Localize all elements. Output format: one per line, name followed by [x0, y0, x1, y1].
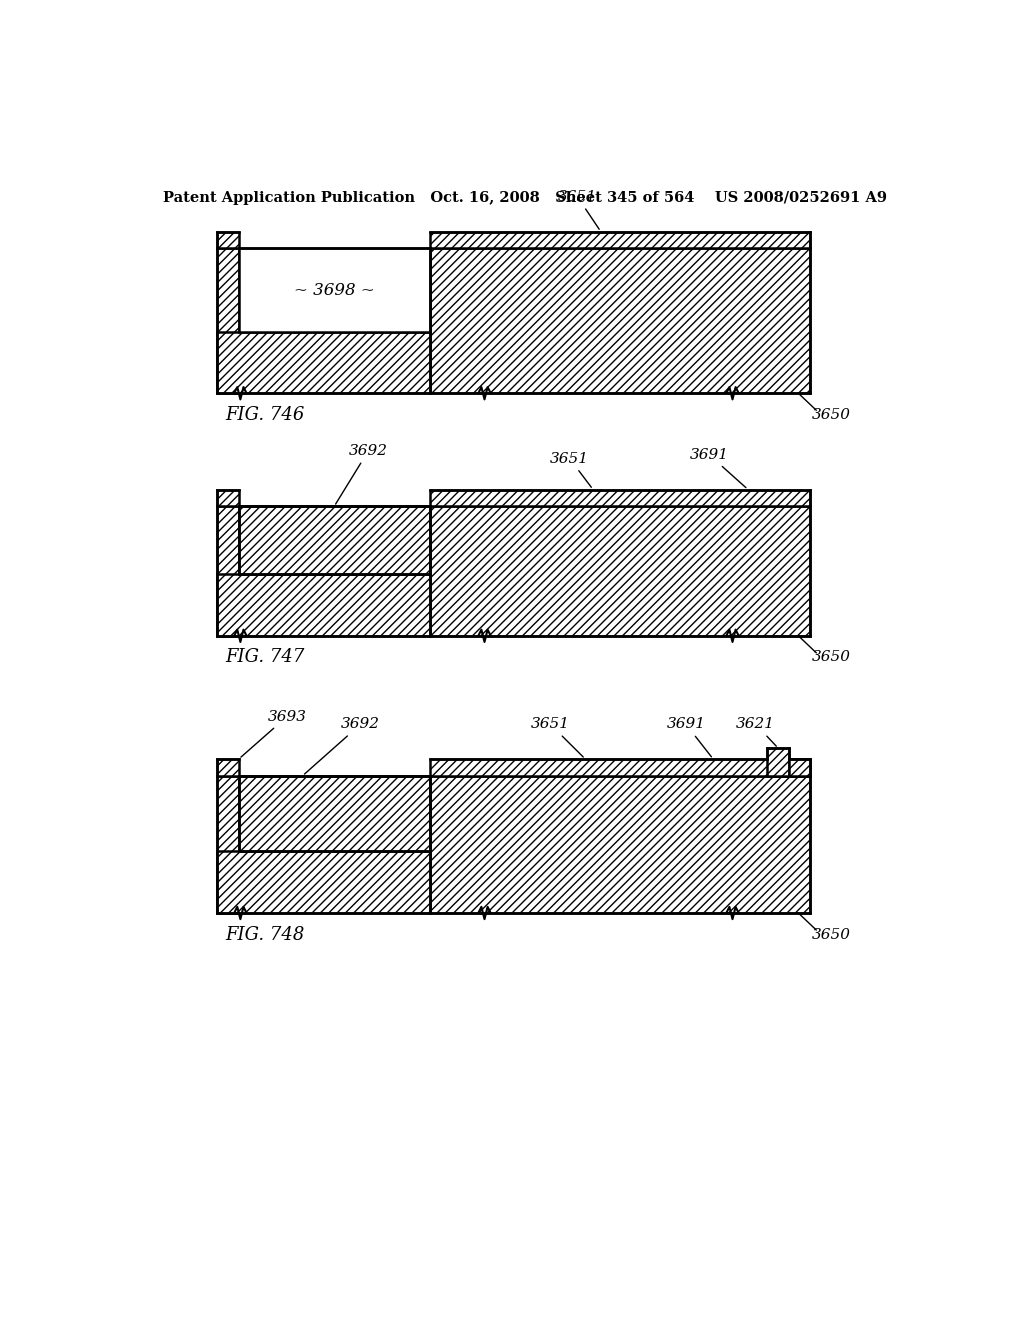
- Bar: [217, 231, 239, 248]
- Text: 3691: 3691: [667, 717, 712, 756]
- Text: 3651: 3651: [550, 451, 591, 487]
- Text: 3621: 3621: [736, 717, 776, 746]
- Text: 3693: 3693: [241, 710, 306, 758]
- Bar: [430, 490, 810, 507]
- Text: 3651: 3651: [530, 717, 584, 758]
- Text: 3650: 3650: [812, 651, 851, 664]
- Bar: [239, 776, 430, 851]
- Bar: [217, 331, 430, 393]
- Bar: [430, 231, 810, 248]
- Bar: [217, 574, 430, 636]
- Bar: [767, 748, 790, 776]
- Bar: [217, 759, 239, 776]
- Text: 3691: 3691: [690, 447, 745, 487]
- Text: 3650: 3650: [812, 408, 851, 422]
- Bar: [790, 759, 810, 776]
- Bar: [430, 507, 810, 636]
- Text: FIG. 747: FIG. 747: [225, 648, 304, 667]
- Bar: [239, 507, 430, 574]
- Bar: [430, 759, 810, 776]
- Bar: [217, 851, 430, 913]
- Bar: [217, 248, 239, 393]
- Text: FIG. 748: FIG. 748: [225, 925, 304, 944]
- Text: ~ 3698 ~: ~ 3698 ~: [294, 281, 375, 298]
- Bar: [217, 776, 239, 913]
- Bar: [239, 248, 430, 331]
- Text: 3651: 3651: [558, 190, 599, 230]
- Text: 3692: 3692: [336, 444, 388, 504]
- Bar: [430, 248, 810, 393]
- Bar: [217, 507, 239, 636]
- Bar: [430, 776, 810, 913]
- Text: 3650: 3650: [812, 928, 851, 941]
- Text: 3692: 3692: [304, 717, 380, 774]
- Text: FIG. 746: FIG. 746: [225, 405, 304, 424]
- Text: Patent Application Publication   Oct. 16, 2008   Sheet 345 of 564    US 2008/025: Patent Application Publication Oct. 16, …: [163, 191, 887, 206]
- Bar: [217, 490, 239, 507]
